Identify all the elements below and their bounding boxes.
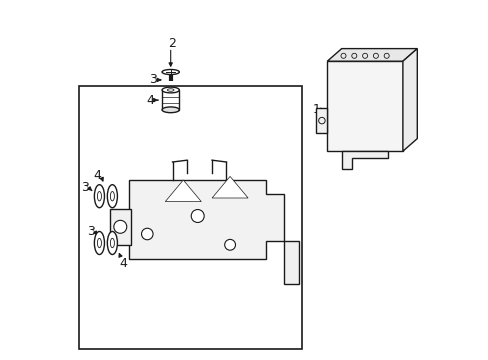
Circle shape	[114, 220, 126, 233]
Ellipse shape	[97, 192, 101, 201]
Text: 4: 4	[119, 257, 127, 270]
Ellipse shape	[97, 238, 101, 248]
Bar	[109, 209, 131, 245]
Ellipse shape	[107, 185, 117, 208]
Ellipse shape	[110, 192, 114, 201]
Bar	[79, 86, 302, 349]
Polygon shape	[284, 241, 298, 284]
Polygon shape	[402, 49, 416, 151]
Ellipse shape	[94, 231, 104, 255]
Text: 1: 1	[312, 103, 320, 116]
Polygon shape	[326, 49, 416, 61]
Polygon shape	[341, 151, 387, 169]
Circle shape	[191, 210, 204, 222]
Ellipse shape	[162, 87, 179, 93]
Polygon shape	[326, 61, 402, 151]
Ellipse shape	[162, 69, 179, 75]
Text: 3: 3	[81, 181, 88, 194]
Text: 3: 3	[148, 73, 156, 86]
Text: 4: 4	[146, 94, 154, 107]
Ellipse shape	[94, 185, 104, 208]
Text: 3: 3	[87, 225, 95, 238]
Circle shape	[224, 239, 235, 250]
Ellipse shape	[110, 238, 114, 248]
Text: 4: 4	[93, 169, 101, 182]
Polygon shape	[316, 108, 326, 133]
Circle shape	[141, 228, 153, 240]
Polygon shape	[129, 180, 284, 259]
Polygon shape	[165, 180, 201, 202]
Polygon shape	[212, 176, 247, 198]
Ellipse shape	[162, 107, 179, 113]
Text: 2: 2	[168, 37, 176, 50]
Bar	[162, 90, 179, 110]
Ellipse shape	[107, 231, 117, 255]
